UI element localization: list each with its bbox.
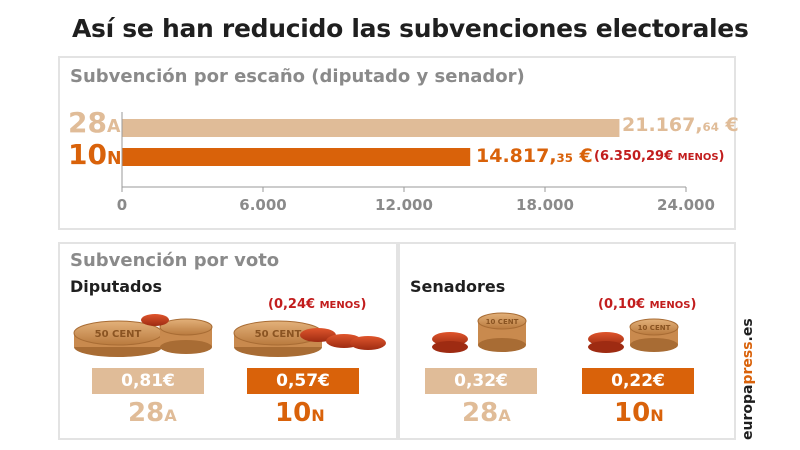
- escano-diff-10n: (6.350,29€ MENOS): [594, 149, 725, 164]
- diputados-value-10n: 0,57€: [247, 368, 359, 394]
- senadores-value-10n: 0,22€: [582, 368, 694, 394]
- voto-heading: Subvención por voto: [70, 250, 280, 271]
- svg-text:10 CENT: 10 CENT: [486, 318, 519, 326]
- svg-text:50 CENT: 50 CENT: [255, 329, 302, 340]
- bar-10n: [122, 148, 471, 166]
- svg-text:10 CENT: 10 CENT: [638, 324, 671, 332]
- diputados-election-28a: 28A: [128, 398, 177, 428]
- coin-stack-senadores-28a: 10 CENT: [432, 312, 527, 353]
- coin-stack-diputados-28a: 50 CENT: [73, 314, 213, 357]
- page-title: Así se han reducido las subvenciones ele…: [72, 14, 749, 43]
- coin-stack-senadores-10n: 10 CENT: [588, 318, 679, 353]
- senadores-label: Senadores: [410, 277, 506, 296]
- bar-28a: [122, 119, 620, 137]
- coin-illustrations: 50 CENT 50 CENT 10 CENT 10 CENT: [73, 312, 679, 357]
- election-label-28a: 28A: [68, 106, 121, 139]
- coin-stack-diputados-10n: 50 CENT: [233, 320, 386, 357]
- senadores-diff-10n: (0,10€ MENOS): [598, 297, 697, 312]
- x-tick-label: 12.000: [375, 196, 433, 214]
- x-tick-label: 0: [117, 196, 127, 214]
- escano-heading: Subvención por escaño (diputado y senado…: [70, 66, 525, 87]
- diputados-value-28a: 0,81€: [92, 368, 204, 394]
- senadores-value-28a: 0,32€: [425, 368, 537, 394]
- x-tick-label: 24.000: [657, 196, 715, 214]
- escano-value-28a: 21.167,64 €: [622, 114, 739, 136]
- x-tick-label: 6.000: [239, 196, 286, 214]
- escano-value-10n: 14.817,35 €: [476, 145, 593, 167]
- diputados-diff-10n: (0,24€ MENOS): [268, 297, 367, 312]
- senadores-election-10n: 10N: [614, 398, 664, 428]
- europapress-logo: europapress.es: [740, 318, 756, 440]
- coin-text-50cent: 50 CENT: [95, 329, 142, 340]
- election-label-10n: 10N: [68, 138, 122, 171]
- diputados-label: Diputados: [70, 277, 163, 296]
- x-tick-label: 18.000: [516, 196, 574, 214]
- escano-panel: [58, 56, 736, 230]
- senadores-election-28a: 28A: [462, 398, 511, 428]
- diputados-election-10n: 10N: [275, 398, 325, 428]
